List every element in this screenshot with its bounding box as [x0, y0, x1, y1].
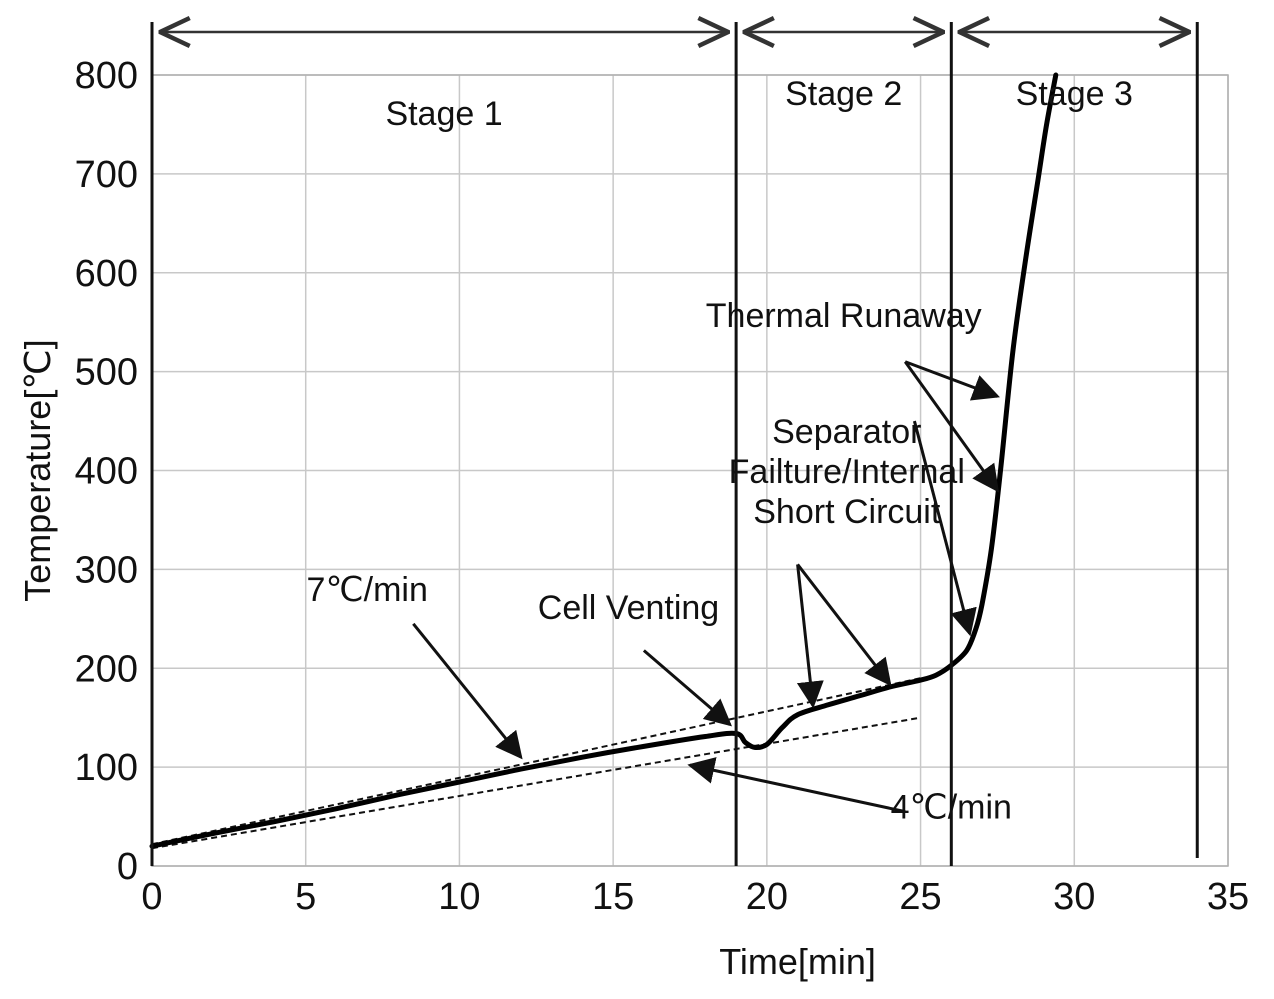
x-axis-label: Time[min] — [719, 941, 876, 982]
x-tick-label: 0 — [141, 876, 162, 918]
annotation-arrow — [412, 622, 523, 760]
x-tick-label: 30 — [1053, 876, 1095, 918]
y-axis-label: Temperature[℃] — [17, 339, 58, 602]
x-tick-label: 35 — [1207, 876, 1249, 918]
temperature-curve — [149, 72, 1059, 849]
annotation-text: Cell Venting — [538, 589, 719, 627]
rate-reference-lines — [151, 677, 921, 850]
y-tick-label: 800 — [75, 55, 138, 97]
y-tick-label: 700 — [75, 154, 138, 196]
temperature-series-line — [149, 72, 1059, 849]
stage-label-1: Stage 1 — [385, 95, 502, 133]
annotation-arrow — [903, 360, 1000, 493]
reference-line-7-per-min — [151, 677, 921, 846]
y-tick-label: 500 — [75, 352, 138, 394]
annotation-arrow — [687, 757, 906, 814]
annotation-arrow — [796, 564, 824, 709]
stage-boundaries — [150, 22, 1199, 866]
tick-labels: 0 5 10 15 20 25 30 35 0 100 200 300 400 500 600 700 800 — [75, 55, 1250, 918]
reference-line-4-per-min — [151, 716, 921, 850]
annotation-arrow — [796, 563, 892, 687]
annotation-text: 4℃/min — [891, 789, 1012, 827]
annotation-arrow — [912, 420, 977, 637]
annotation-text: Thermal Runaway — [706, 297, 982, 335]
annotation-text: 7℃/min — [307, 571, 428, 609]
grid — [151, 74, 1229, 867]
stage-label-2: Stage 2 — [785, 75, 902, 113]
y-tick-label: 0 — [117, 846, 138, 888]
x-tick-label: 25 — [899, 876, 941, 918]
stage-label-3: Stage 3 — [1016, 75, 1133, 113]
y-tick-label: 300 — [75, 549, 138, 591]
stage-labels: Stage 1 Stage 2 Stage 3 — [160, 32, 1189, 133]
x-tick-label: 15 — [592, 876, 634, 918]
x-tick-label: 20 — [746, 876, 788, 918]
x-tick-label: 10 — [438, 876, 480, 918]
y-tick-label: 100 — [75, 747, 138, 789]
annotation-text-line: Failture/Internal — [729, 453, 965, 491]
y-tick-label: 600 — [75, 253, 138, 295]
y-tick-label: 400 — [75, 451, 138, 493]
y-tick-label: 200 — [75, 648, 138, 690]
annotations: 7℃/min 4℃/min Cell Venting SeparatorFailtur… — [307, 297, 1012, 826]
annotation-text-line: Short Circuit — [753, 493, 941, 531]
annotation-arrow — [904, 360, 1000, 401]
annotation-arrow — [642, 649, 733, 727]
annotation-text-line: Separator — [772, 413, 921, 451]
x-tick-label: 5 — [295, 876, 316, 918]
